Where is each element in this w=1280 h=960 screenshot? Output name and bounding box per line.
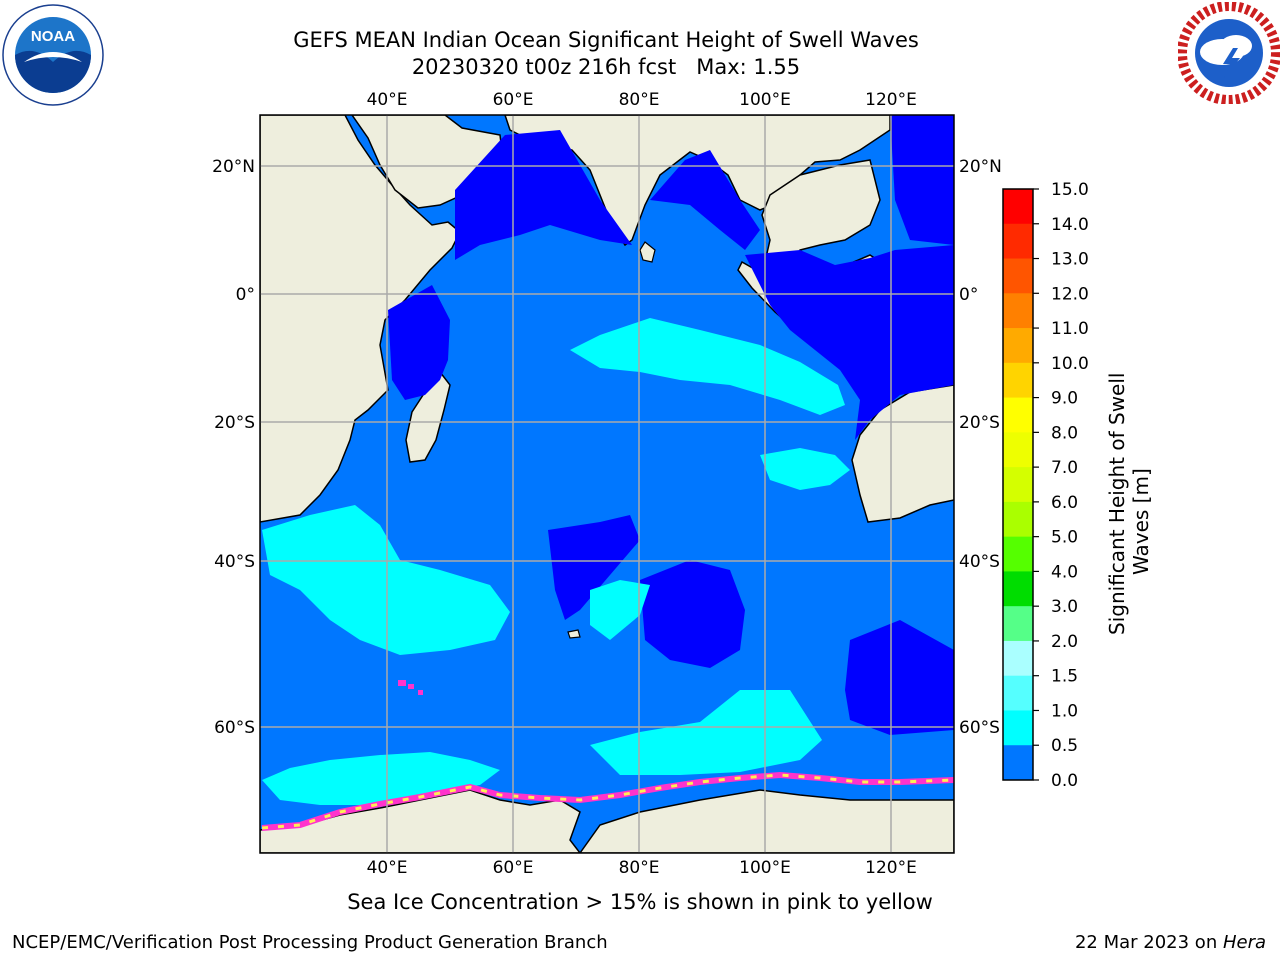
noaa-logo-icon: NOAA — [2, 4, 104, 106]
colorbar-tick: 0.5 — [1051, 736, 1078, 756]
sea-ice-note: Sea Ice Concentration > 15% is shown in … — [347, 890, 933, 914]
land-sri-lanka — [639, 241, 656, 263]
graticule — [260, 115, 954, 853]
lon-tick-top: 100°E — [739, 90, 791, 110]
colorbar-band — [1003, 745, 1033, 781]
colorbar-tick: 0.0 — [1051, 771, 1078, 791]
lat-tick-right: 0° — [959, 285, 978, 305]
colorbar-tick: 10.0 — [1051, 354, 1089, 374]
lat-tick-left: 40°S — [214, 552, 255, 572]
svg-text:Significant Height of SwellWav: Significant Height of SwellWaves [m] — [1105, 373, 1153, 635]
lon-tick-bottom: 120°E — [865, 858, 917, 878]
colorbar-band — [1003, 571, 1033, 607]
lat-tick-left: 60°S — [214, 718, 255, 738]
nws-logo-icon — [1178, 2, 1280, 104]
lat-tick-left: 0° — [236, 285, 255, 305]
svg-text:NOAA: NOAA — [31, 28, 75, 45]
colorbar-tick: 1.5 — [1051, 667, 1078, 687]
sea-ice-edge-yellow — [261, 773, 954, 830]
colorbar-tick: 12.0 — [1051, 284, 1089, 304]
colorbar-tick: 13.0 — [1051, 250, 1089, 270]
colorbar-band — [1003, 397, 1033, 433]
colorbar-band — [1003, 640, 1033, 677]
colorbar-tick: 1.0 — [1051, 701, 1078, 721]
lat-tick-left: 20°S — [214, 413, 255, 433]
lon-tick-top: 60°E — [493, 90, 534, 110]
colorbar-tick: 11.0 — [1051, 319, 1089, 339]
lon-tick-bottom: 80°E — [619, 858, 660, 878]
colorbar-band — [1003, 258, 1033, 294]
colorbar-band — [1003, 328, 1033, 364]
axis-tick-labels: 40°E 40°E 60°E 60°E 80°E 80°E 100°E 100°E 120°E 1… — [212, 90, 1002, 878]
chart-subtitle: 20230320 t00z 216h fcst Max: 1.55 — [411, 55, 801, 79]
colorbar-tick: 9.0 — [1051, 389, 1078, 409]
colorbar-frame — [1002, 188, 1034, 781]
colorbar-band — [1003, 293, 1033, 329]
colorbar: 15.0 14.0 13.0 12.0 11.0 10.0 9.0 8.0 7.0 6.0 5.0 4… — [1002, 180, 1089, 791]
chart-title: GEFS MEAN Indian Ocean Significant Heigh… — [293, 28, 919, 52]
colorbar-band — [1003, 536, 1033, 572]
lon-tick-top: 80°E — [619, 90, 660, 110]
colorbar-band — [1003, 501, 1033, 538]
credit-date: 22 Mar 2023 on Hera — [1074, 932, 1266, 953]
colorbar-tick: 6.0 — [1051, 493, 1078, 513]
colorbar-band — [1003, 675, 1033, 711]
colorbar-tick: 14.0 — [1051, 215, 1089, 235]
lat-tick-right: 20°N — [959, 157, 1002, 177]
lat-tick-right: 60°S — [959, 718, 1000, 738]
colorbar-tick: 5.0 — [1051, 528, 1078, 548]
colorbar-band — [1003, 606, 1033, 642]
lat-tick-right: 20°S — [959, 413, 1000, 433]
colorbar-band — [1003, 432, 1033, 468]
lon-tick-bottom: 40°E — [367, 858, 408, 878]
swell-band-0-0.5 — [388, 115, 954, 735]
lon-tick-bottom: 100°E — [739, 858, 791, 878]
credit-branch: NCEP/EMC/Verification Post Processing Pr… — [12, 932, 608, 953]
colorbar-band — [1003, 467, 1033, 503]
colorbar-tick: 15.0 — [1051, 180, 1089, 200]
colorbar-band — [1003, 189, 1033, 225]
colorbar-tick: 3.0 — [1051, 597, 1078, 617]
land-madagascar — [405, 370, 451, 463]
colorbar-band — [1003, 710, 1033, 746]
credit-machine: Hera — [1222, 932, 1266, 953]
colorbar-tick: 2.0 — [1051, 632, 1078, 652]
lat-tick-right: 40°S — [959, 552, 1000, 572]
lon-tick-top: 40°E — [367, 90, 408, 110]
colorbar-tick: 8.0 — [1051, 423, 1078, 443]
colorbar-label: Significant Height of SwellWaves [m] — [1105, 373, 1153, 635]
lon-tick-top: 120°E — [865, 90, 917, 110]
colorbar-band — [1003, 362, 1033, 399]
lon-tick-bottom: 60°E — [493, 858, 534, 878]
colorbar-band — [1003, 223, 1033, 260]
sea-ice-patches — [398, 680, 423, 695]
map-frame — [259, 114, 955, 854]
colorbar-tick: 4.0 — [1051, 562, 1078, 582]
colorbar-tick: 7.0 — [1051, 458, 1078, 478]
land-kerguelen — [567, 629, 581, 639]
land-australia — [851, 384, 954, 523]
lat-tick-left: 20°N — [212, 157, 255, 177]
